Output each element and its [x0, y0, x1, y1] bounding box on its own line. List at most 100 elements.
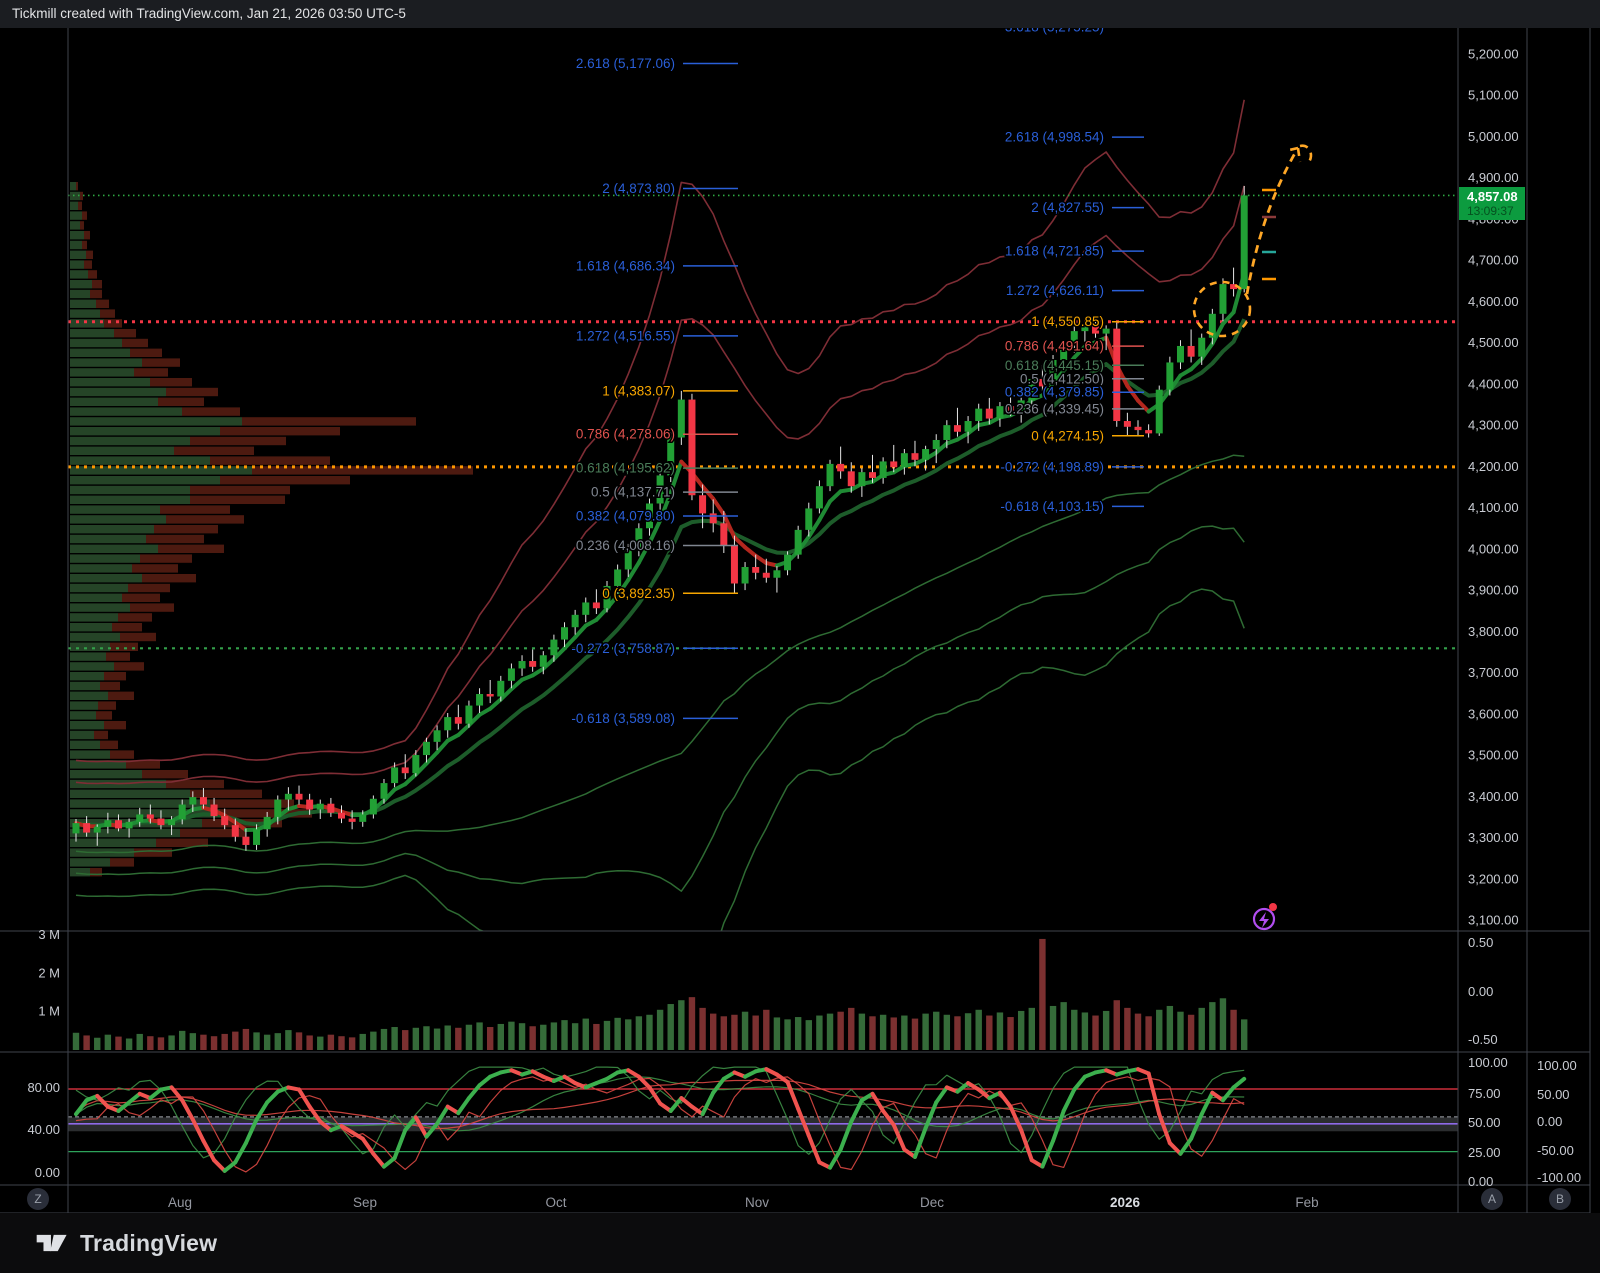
- price-tick: 3,200.00: [1468, 871, 1519, 886]
- price-tick: 5,000.00: [1468, 129, 1519, 144]
- volume-bar: [1145, 1016, 1152, 1050]
- candle-body: [1198, 337, 1206, 357]
- volume-bar: [805, 1020, 812, 1050]
- candle-body: [741, 567, 749, 584]
- price-tick: 3,700.00: [1468, 665, 1519, 680]
- price-tick: 4,400.00: [1468, 376, 1519, 391]
- candle-body: [773, 570, 781, 578]
- fib-level-label: 0.236 (4,008.16): [576, 538, 675, 553]
- last-price-value: 4,857.08: [1467, 189, 1518, 204]
- volume-bar: [317, 1036, 324, 1050]
- volume-bar: [646, 1014, 653, 1050]
- volume-bar: [274, 1033, 281, 1050]
- volume-right-tick: 0.00: [1468, 984, 1493, 999]
- time-axis[interactable]: [0, 1185, 1458, 1213]
- oscillator-axis-a-tick: 75.00: [1468, 1086, 1501, 1101]
- attribution-bar: Tickmill created with TradingView.com, J…: [0, 0, 1600, 28]
- candle-body: [1187, 345, 1195, 357]
- candle-body: [465, 705, 473, 724]
- candle-body: [1038, 378, 1046, 387]
- candle-body: [316, 803, 324, 810]
- projection-drawing[interactable]: [1192, 144, 1313, 338]
- volume-bar: [741, 1011, 749, 1050]
- candle-body: [476, 694, 484, 706]
- price-tick: 3,300.00: [1468, 830, 1519, 845]
- fast-ma-line: [74, 271, 1247, 832]
- fib-level-label: 1 (4,383.07): [602, 383, 675, 398]
- lightning-circle: [1252, 907, 1276, 931]
- candle-body: [83, 823, 91, 833]
- fib-level-label: 2 (4,873.80): [602, 181, 675, 196]
- candle-body: [1092, 324, 1100, 334]
- candle-body: [858, 472, 866, 487]
- volume-tick: 2 M: [38, 965, 60, 980]
- volume-bar: [295, 1032, 303, 1050]
- volume-bar: [179, 1030, 186, 1050]
- volume-bar: [157, 1037, 165, 1050]
- volume-bar: [465, 1024, 473, 1050]
- scale-b-button[interactable]: B: [1549, 1188, 1571, 1210]
- candle-body: [752, 567, 760, 573]
- volume-bar: [72, 1032, 80, 1050]
- projection-ellipse[interactable]: [1192, 280, 1252, 338]
- projection-curve[interactable]: [1245, 147, 1300, 295]
- candle-body: [1102, 328, 1110, 334]
- volume-pane: [72, 938, 1248, 1050]
- price-tick: 4,700.00: [1468, 253, 1519, 268]
- volume-bar: [497, 1023, 504, 1050]
- candle-body: [274, 799, 282, 817]
- volume-bar: [136, 1033, 143, 1050]
- candle-body: [1123, 421, 1131, 427]
- oscillator-axis-b-tick: -50.00: [1537, 1143, 1574, 1158]
- scale-z-button[interactable]: Z: [27, 1188, 49, 1210]
- candle-body: [1230, 284, 1238, 290]
- candle-body: [996, 406, 1004, 419]
- tradingview-brand[interactable]: TradingView: [80, 1229, 218, 1256]
- candle-body: [529, 661, 537, 667]
- volume-bar: [688, 997, 696, 1050]
- volume-bar: [263, 1034, 271, 1050]
- scale-z-label: Z: [34, 1192, 42, 1206]
- candle-body: [178, 804, 186, 820]
- candle-body: [391, 767, 399, 784]
- candle-body: [231, 825, 239, 837]
- price-tick: 3,900.00: [1468, 583, 1519, 598]
- fib-level-label: 1.272 (4,516.55): [576, 328, 675, 343]
- candle-body: [805, 508, 813, 530]
- volume-bar: [954, 1016, 961, 1050]
- volume-bar: [1219, 998, 1227, 1050]
- candle-body: [837, 463, 845, 472]
- candle-body: [497, 680, 505, 697]
- candle-body: [709, 513, 717, 524]
- candle-body: [348, 818, 356, 822]
- volume-bar: [784, 1019, 791, 1050]
- volume-bar: [858, 1013, 866, 1050]
- volume-bar: [890, 1017, 897, 1050]
- fib-level-label: 0 (3,892.35): [602, 586, 675, 601]
- volume-bar: [518, 1023, 526, 1050]
- quick-trade-icon[interactable]: [1252, 903, 1277, 931]
- candle-body: [72, 823, 80, 834]
- candle-body: [953, 425, 961, 432]
- volume-bar: [1187, 1014, 1195, 1050]
- price-tick: 3,600.00: [1468, 706, 1519, 721]
- volume-bar: [94, 1037, 101, 1050]
- fib-level-label: 0.5 (4,137.71): [591, 485, 675, 500]
- volume-bar: [147, 1036, 154, 1050]
- volume-bar: [232, 1031, 239, 1050]
- volume-right-tick: 0.50: [1468, 935, 1493, 950]
- footer: TradingView: [0, 1213, 1600, 1273]
- candle-body: [518, 661, 526, 669]
- candle-body: [1208, 313, 1216, 338]
- volume-bar: [338, 1036, 345, 1050]
- candle-body: [561, 627, 569, 640]
- tradingview-logo-icon[interactable]: [36, 1230, 70, 1256]
- fib-level-label: 0.236 (4,339.45): [1005, 401, 1104, 416]
- fib-level-label: 0.618 (4,195.62): [576, 461, 675, 476]
- candle-body: [284, 793, 292, 800]
- candle-body: [571, 614, 579, 628]
- scale-a-button[interactable]: A: [1481, 1188, 1503, 1210]
- fib-level-label: 1.618 (4,721.85): [1005, 244, 1104, 259]
- candle-body: [338, 812, 345, 819]
